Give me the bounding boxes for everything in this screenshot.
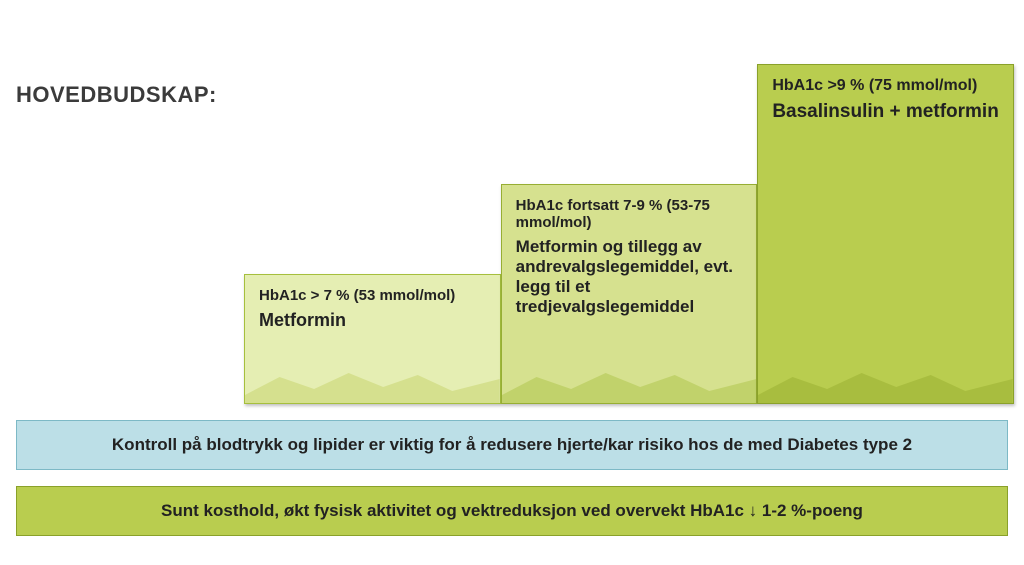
- step-2: HbA1c fortsatt 7-9 % (53-75 mmol/mol) Met…: [501, 184, 758, 404]
- step-3-treatment: Basalinsulin + metformin: [772, 101, 999, 123]
- step-2-threshold: HbA1c fortsatt 7-9 % (53-75 mmol/mol): [516, 197, 743, 231]
- step-1-treatment: Metformin: [259, 310, 486, 331]
- foundation-bar-1-text: Kontroll på blodtrykk og lipider er vikt…: [112, 435, 912, 455]
- foundation-bar-2: Sunt kosthold, økt fysisk aktivitet og v…: [16, 486, 1008, 536]
- page-title: HOVEDBUDSKAP:: [16, 82, 217, 108]
- step-3-threshold: HbA1c >9 % (75 mmol/mol): [772, 77, 999, 95]
- diagram-canvas: HOVEDBUDSKAP: HbA1c > 7 % (53 mmol/mol) M…: [0, 0, 1024, 565]
- step-2-jagged-edge: [502, 373, 757, 403]
- step-1-threshold: HbA1c > 7 % (53 mmol/mol): [259, 287, 486, 304]
- step-3-jagged-edge: [758, 373, 1013, 403]
- foundation-bar-2-text: Sunt kosthold, økt fysisk aktivitet og v…: [161, 501, 863, 521]
- step-2-treatment: Metformin og tillegg av andrevalgslegemi…: [516, 237, 743, 317]
- foundation-bar-1: Kontroll på blodtrykk og lipider er vikt…: [16, 420, 1008, 470]
- step-3: HbA1c >9 % (75 mmol/mol) Basalinsulin + m…: [757, 64, 1014, 404]
- step-1-jagged-edge: [245, 373, 500, 403]
- step-1: HbA1c > 7 % (53 mmol/mol) Metformin: [244, 274, 501, 404]
